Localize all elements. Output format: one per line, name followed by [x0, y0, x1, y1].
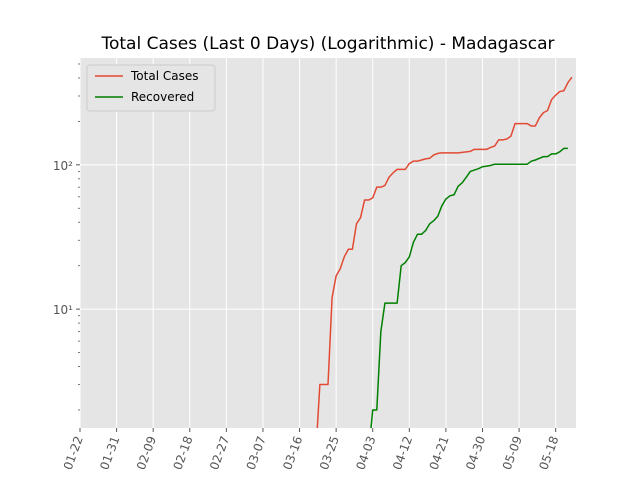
- x-tick-label: 03-16: [280, 434, 305, 472]
- x-tick-label: 02-27: [207, 434, 232, 472]
- x-tick-label: 01-22: [61, 434, 86, 472]
- y-minor-ticks: [78, 63, 80, 411]
- series-line-total-cases: [316, 76, 573, 428]
- x-tick-label: 03-25: [317, 434, 342, 472]
- x-tick-label: 04-30: [463, 434, 488, 472]
- x-tick-label: 03-07: [244, 434, 269, 472]
- series-line-recovered: [370, 147, 568, 428]
- x-tick-label: 01-31: [97, 434, 122, 472]
- y-axis: 10¹ 10²: [53, 159, 80, 317]
- x-tick-label: 05-18: [536, 434, 561, 472]
- plot-area: [80, 58, 576, 428]
- x-axis: 01-22 01-31 02-09 02-18 02-27 03-07 03-16 03-25…: [61, 428, 561, 472]
- legend-label-total-cases: Total Cases: [130, 69, 198, 83]
- series-lines: [316, 76, 573, 428]
- x-tick-label: 02-18: [171, 434, 196, 472]
- x-tick-label: 04-12: [390, 434, 415, 472]
- x-tick-label: 04-21: [427, 434, 452, 472]
- legend: Total Cases Recovered: [86, 64, 216, 112]
- chart-title: Total Cases (Last 0 Days) (Logarithmic) …: [101, 34, 555, 54]
- grid: [79, 58, 576, 428]
- x-tick-label: 04-03: [353, 434, 378, 472]
- x-tick-label: 02-09: [134, 434, 159, 472]
- x-tick-label: 05-09: [500, 434, 525, 472]
- legend-label-recovered: Recovered: [131, 90, 194, 104]
- y-tick-label: 10¹: [53, 303, 73, 317]
- y-tick-label: 10²: [53, 159, 73, 173]
